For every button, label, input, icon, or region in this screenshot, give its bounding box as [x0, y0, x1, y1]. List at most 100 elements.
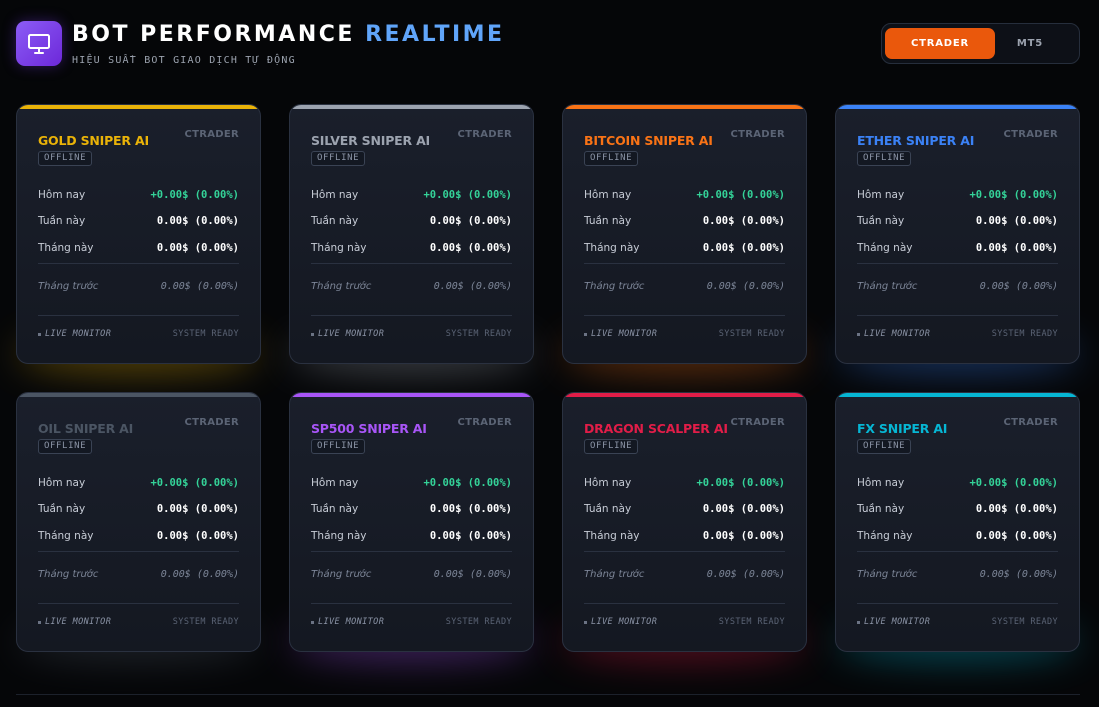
live-monitor-label: LIVE MONITOR: [591, 617, 658, 627]
row-value-week: 0.00$ (0.00%): [975, 215, 1058, 227]
row-label: Tháng này: [584, 530, 640, 542]
row-value-week: 0.00$ (0.00%): [156, 215, 239, 227]
row-value-today: +0.00$ (0.00%): [423, 477, 512, 489]
row-today: Hôm nay +0.00$ (0.00%): [311, 187, 512, 203]
dot-icon: [584, 620, 587, 624]
row-month: Tháng này 0.00$ (0.00%): [857, 240, 1058, 256]
divider: [857, 315, 1058, 316]
row-week: Tuần này 0.00$ (0.00%): [584, 501, 785, 517]
row-prev-month: Tháng trước 0.00$ (0.00%): [38, 566, 239, 582]
divider: [38, 263, 239, 264]
live-monitor-label: LIVE MONITOR: [45, 329, 112, 339]
row-label: Tuần này: [38, 215, 86, 227]
system-ready-label: SYSTEM READY: [172, 329, 239, 339]
system-ready-label: SYSTEM READY: [718, 329, 785, 339]
divider: [857, 603, 1058, 604]
dot-icon: [311, 620, 314, 624]
bot-card[interactable]: SILVER SNIPER AI CTRADER OFFLINE Hôm nay…: [289, 104, 534, 364]
row-label: Hôm nay: [857, 477, 905, 489]
row-value-prev-month: 0.00$ (0.00%): [160, 280, 239, 292]
platform-toggle: CTRADER MT5: [881, 23, 1080, 64]
dot-icon: [38, 620, 41, 624]
bot-card[interactable]: SP500 SNIPER AI CTRADER OFFLINE Hôm nay …: [289, 392, 534, 652]
platform-option-mt5[interactable]: MT5: [1016, 38, 1044, 49]
live-monitor-indicator: LIVE MONITOR: [38, 329, 111, 339]
header: BOT PERFORMANCE REALTIME HIỆU SUẤT BOT G…: [16, 21, 1080, 67]
row-label: Tháng trước: [857, 280, 918, 292]
live-monitor-indicator: LIVE MONITOR: [311, 329, 384, 339]
row-label: Tuần này: [38, 503, 86, 515]
page-subtitle: HIỆU SUẤT BOT GIAO DỊCH TỰ ĐỘNG: [72, 55, 296, 66]
divider: [38, 315, 239, 316]
live-monitor-label: LIVE MONITOR: [45, 617, 112, 627]
live-monitor-indicator: LIVE MONITOR: [38, 617, 111, 627]
row-value-prev-month: 0.00$ (0.00%): [706, 568, 785, 580]
system-ready-label: SYSTEM READY: [172, 617, 239, 627]
status-badge: OFFLINE: [857, 439, 912, 454]
row-prev-month: Tháng trước 0.00$ (0.00%): [311, 566, 512, 582]
divider: [38, 551, 239, 552]
row-value-prev-month: 0.00$ (0.00%): [160, 568, 239, 580]
bot-card[interactable]: BITCOIN SNIPER AI CTRADER OFFLINE Hôm na…: [562, 104, 807, 364]
row-value-month: 0.00$ (0.00%): [429, 242, 512, 254]
row-month: Tháng này 0.00$ (0.00%): [38, 240, 239, 256]
divider: [311, 551, 512, 552]
divider: [584, 315, 785, 316]
divider: [38, 603, 239, 604]
live-monitor-label: LIVE MONITOR: [318, 617, 385, 627]
system-ready-label: SYSTEM READY: [991, 329, 1058, 339]
row-label: Tháng này: [311, 242, 367, 254]
row-value-week: 0.00$ (0.00%): [702, 503, 785, 515]
platform-option-ctrader[interactable]: CTRADER: [885, 28, 995, 59]
row-label: Hôm nay: [311, 477, 359, 489]
row-today: Hôm nay +0.00$ (0.00%): [857, 475, 1058, 491]
status-badge: OFFLINE: [311, 151, 366, 166]
divider: [311, 315, 512, 316]
row-label: Tháng này: [857, 530, 913, 542]
row-value-today: +0.00$ (0.00%): [969, 189, 1058, 201]
row-value-today: +0.00$ (0.00%): [150, 477, 239, 489]
row-today: Hôm nay +0.00$ (0.00%): [38, 187, 239, 203]
row-prev-month: Tháng trước 0.00$ (0.00%): [584, 566, 785, 582]
bot-card[interactable]: GOLD SNIPER AI CTRADER OFFLINE Hôm nay +…: [16, 104, 261, 364]
bot-card[interactable]: FX SNIPER AI CTRADER OFFLINE Hôm nay +0.…: [835, 392, 1080, 652]
row-value-today: +0.00$ (0.00%): [696, 189, 785, 201]
live-monitor-indicator: LIVE MONITOR: [857, 617, 930, 627]
row-today: Hôm nay +0.00$ (0.00%): [857, 187, 1058, 203]
title-accent: REALTIME: [365, 22, 505, 47]
live-monitor-indicator: LIVE MONITOR: [311, 617, 384, 627]
row-value-month: 0.00$ (0.00%): [975, 242, 1058, 254]
row-value-week: 0.00$ (0.00%): [156, 503, 239, 515]
row-label: Tháng trước: [584, 568, 645, 580]
row-today: Hôm nay +0.00$ (0.00%): [584, 187, 785, 203]
row-label: Tuần này: [857, 503, 905, 515]
bot-name: DRAGON SCALPER AI: [584, 421, 728, 436]
bot-card[interactable]: OIL SNIPER AI CTRADER OFFLINE Hôm nay +0…: [16, 392, 261, 652]
row-value-month: 0.00$ (0.00%): [429, 530, 512, 542]
dot-icon: [857, 620, 860, 624]
row-label: Tháng trước: [311, 280, 372, 292]
page-title: BOT PERFORMANCE REALTIME: [72, 21, 505, 49]
bot-name: ETHER SNIPER AI: [857, 133, 975, 148]
row-week: Tuần này 0.00$ (0.00%): [38, 501, 239, 517]
bot-platform: CTRADER: [457, 417, 512, 428]
row-label: Tháng này: [584, 242, 640, 254]
row-value-week: 0.00$ (0.00%): [429, 215, 512, 227]
bot-platform: CTRADER: [457, 129, 512, 140]
row-label: Hôm nay: [584, 477, 632, 489]
row-value-prev-month: 0.00$ (0.00%): [433, 568, 512, 580]
bot-card[interactable]: DRAGON SCALPER AI CTRADER OFFLINE Hôm na…: [562, 392, 807, 652]
row-value-today: +0.00$ (0.00%): [969, 477, 1058, 489]
row-value-week: 0.00$ (0.00%): [429, 503, 512, 515]
bot-card[interactable]: ETHER SNIPER AI CTRADER OFFLINE Hôm nay …: [835, 104, 1080, 364]
monitor-icon: [16, 21, 62, 66]
row-label: Hôm nay: [857, 189, 905, 201]
dot-icon: [857, 332, 860, 336]
status-badge: OFFLINE: [38, 439, 93, 454]
system-ready-label: SYSTEM READY: [991, 617, 1058, 627]
row-label: Tháng trước: [584, 280, 645, 292]
row-label: Tháng trước: [38, 568, 99, 580]
bot-platform: CTRADER: [730, 129, 785, 140]
divider: [857, 551, 1058, 552]
